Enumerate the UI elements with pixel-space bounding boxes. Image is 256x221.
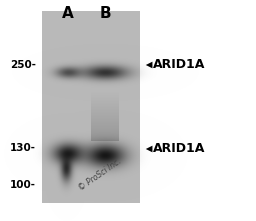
Text: 130-: 130- (10, 143, 36, 153)
Text: A: A (62, 6, 74, 21)
Text: 250-: 250- (10, 60, 36, 70)
Text: ARID1A: ARID1A (153, 59, 205, 72)
Text: B: B (99, 6, 111, 21)
Text: © ProSci Inc.: © ProSci Inc. (77, 157, 123, 193)
Text: 100-: 100- (10, 180, 36, 190)
Text: ARID1A: ARID1A (153, 143, 205, 156)
